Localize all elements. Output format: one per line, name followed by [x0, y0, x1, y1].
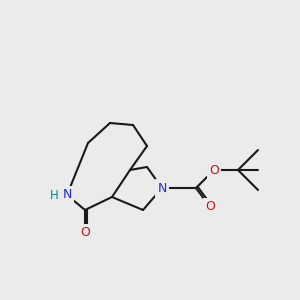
Text: N: N [62, 188, 72, 202]
Text: O: O [209, 164, 219, 176]
Text: O: O [205, 200, 215, 214]
Text: O: O [80, 226, 90, 239]
Text: H: H [50, 189, 59, 203]
Text: N: N [157, 182, 167, 194]
